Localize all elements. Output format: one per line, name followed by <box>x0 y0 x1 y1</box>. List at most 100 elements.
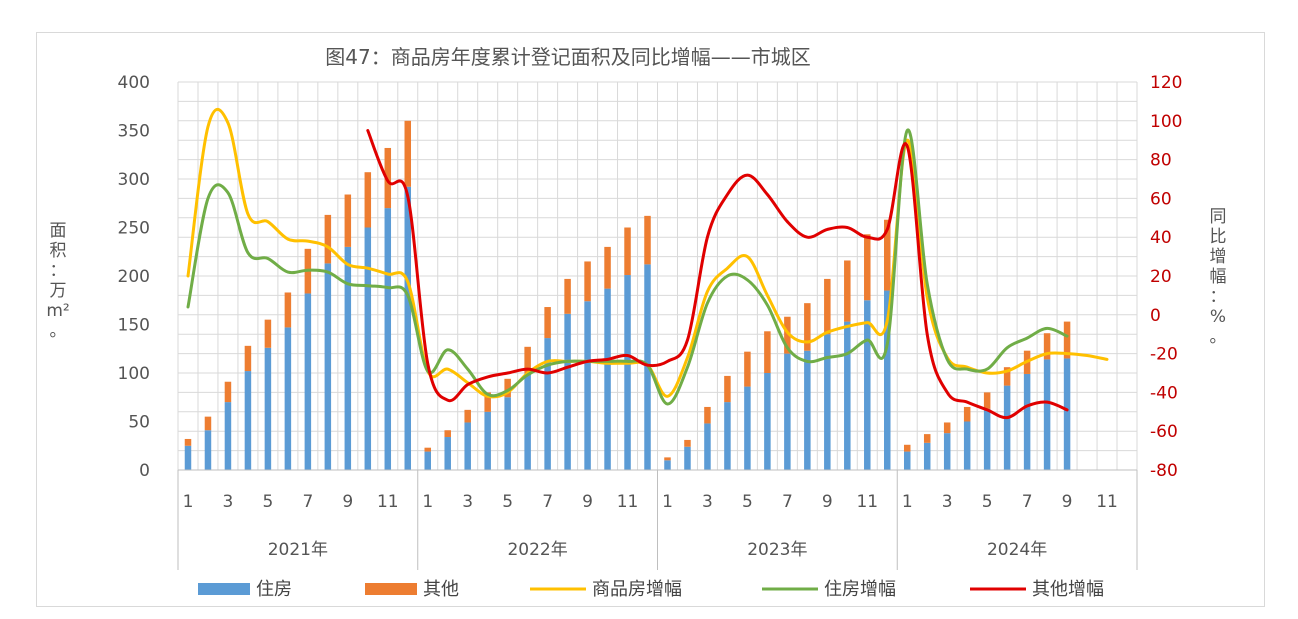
year-label: 2023年 <box>747 540 807 560</box>
bar-residential <box>384 208 392 470</box>
bar-residential <box>224 402 232 470</box>
bar-residential <box>564 313 571 470</box>
y-axis-label-char: 面 <box>50 221 67 241</box>
bar-residential <box>504 397 511 470</box>
bar-other <box>864 234 871 301</box>
bar-other <box>424 447 431 452</box>
bar-other <box>224 381 232 403</box>
legend-other-swatch <box>365 583 417 595</box>
x-tick-label: 7 <box>1022 492 1033 512</box>
bar-residential <box>1063 358 1071 470</box>
y-axis-label-char: m² <box>46 301 69 321</box>
bar-residential <box>424 451 431 470</box>
legend-residential-swatch <box>198 583 250 595</box>
bar-other <box>344 194 352 247</box>
bar-residential <box>784 353 791 470</box>
x-tick-label: 11 <box>856 492 878 512</box>
y-tick-label: 250 <box>118 219 150 239</box>
bar-residential <box>884 290 891 470</box>
bar-other <box>764 331 771 373</box>
bar-other <box>884 219 891 291</box>
bar-other <box>284 292 292 328</box>
bar-residential <box>364 227 372 470</box>
y2-tick-label: 120 <box>1150 73 1182 93</box>
bar-residential <box>704 423 711 470</box>
x-tick-label: 1 <box>422 492 433 512</box>
y2-axis-label-char: 同 <box>1210 207 1227 227</box>
bar-other <box>524 346 531 373</box>
x-tick-label: 1 <box>662 492 673 512</box>
bar-residential <box>1043 359 1051 470</box>
bar-residential <box>983 408 991 470</box>
bar-other <box>1063 321 1071 359</box>
bar-other <box>464 409 471 423</box>
bar-other <box>544 307 551 339</box>
bar-other <box>704 406 711 424</box>
legend-other-growth-label: 其他增幅 <box>1032 579 1104 600</box>
y2-tick-label: -20 <box>1150 345 1178 365</box>
x-tick-label: 11 <box>1096 492 1118 512</box>
y-tick-label: 400 <box>118 73 150 93</box>
bar-residential <box>664 460 671 470</box>
bar-residential <box>584 301 591 470</box>
x-tick-label: 7 <box>542 492 553 512</box>
bar-residential <box>524 373 531 470</box>
bar-residential <box>804 350 811 470</box>
legend-other-label: 其他 <box>423 579 459 600</box>
bar-other <box>644 215 651 265</box>
y-tick-label: 50 <box>128 413 150 433</box>
bar-other <box>504 378 511 398</box>
y2-tick-label: -40 <box>1150 383 1178 403</box>
bar-other <box>564 278 571 314</box>
bar-other <box>624 227 631 276</box>
year-label: 2021年 <box>268 540 328 560</box>
bar-other <box>184 438 192 446</box>
bar-other <box>784 316 791 354</box>
y-tick-label: 300 <box>118 170 150 190</box>
bar-residential <box>844 321 851 470</box>
y2-axis-label-char: % <box>1210 307 1226 327</box>
x-tick-label: 5 <box>502 492 513 512</box>
bar-residential <box>244 371 252 470</box>
x-tick-label: 9 <box>342 492 353 512</box>
bar-residential <box>824 334 831 470</box>
y-tick-label: 150 <box>118 316 150 336</box>
chart-frame <box>36 32 1265 607</box>
bar-residential <box>684 446 691 470</box>
x-tick-label: 5 <box>982 492 993 512</box>
bar-other <box>604 246 611 289</box>
bar-residential <box>404 186 412 470</box>
bar-residential <box>264 347 272 470</box>
bar-residential <box>764 373 771 470</box>
legend-commercial-growth-label: 商品房增幅 <box>592 579 682 600</box>
chart-title: 图47：商品房年度累计登记面积及同比增幅——市城区 <box>325 45 810 69</box>
bar-other <box>1043 333 1051 360</box>
y2-axis-label-char: 幅 <box>1210 267 1227 287</box>
y2-tick-label: -80 <box>1150 461 1178 481</box>
bar-other <box>444 430 451 438</box>
bar-other <box>724 375 731 403</box>
bar-other <box>943 422 951 434</box>
x-tick-label: 7 <box>782 492 793 512</box>
x-tick-label: 3 <box>702 492 713 512</box>
bar-residential <box>604 288 611 470</box>
bar-residential <box>963 421 971 470</box>
bar-residential <box>204 430 212 470</box>
x-tick-label: 7 <box>302 492 313 512</box>
y2-tick-label: -60 <box>1150 422 1178 442</box>
bar-other <box>364 172 372 228</box>
y2-axis-label-char: 。 <box>1210 327 1227 347</box>
bar-residential <box>304 293 312 470</box>
y-tick-label: 0 <box>139 461 150 481</box>
year-label: 2022年 <box>507 540 567 560</box>
bar-other <box>1003 367 1011 386</box>
x-tick-label: 5 <box>742 492 753 512</box>
bar-residential <box>324 263 332 470</box>
y2-axis-label-char: 增 <box>1210 247 1227 267</box>
line-other-growth <box>366 129 1069 420</box>
y-axis-label-char: 。 <box>50 321 67 341</box>
bar-other <box>983 392 991 409</box>
bar-other <box>844 260 851 322</box>
y-tick-label: 100 <box>118 364 150 384</box>
